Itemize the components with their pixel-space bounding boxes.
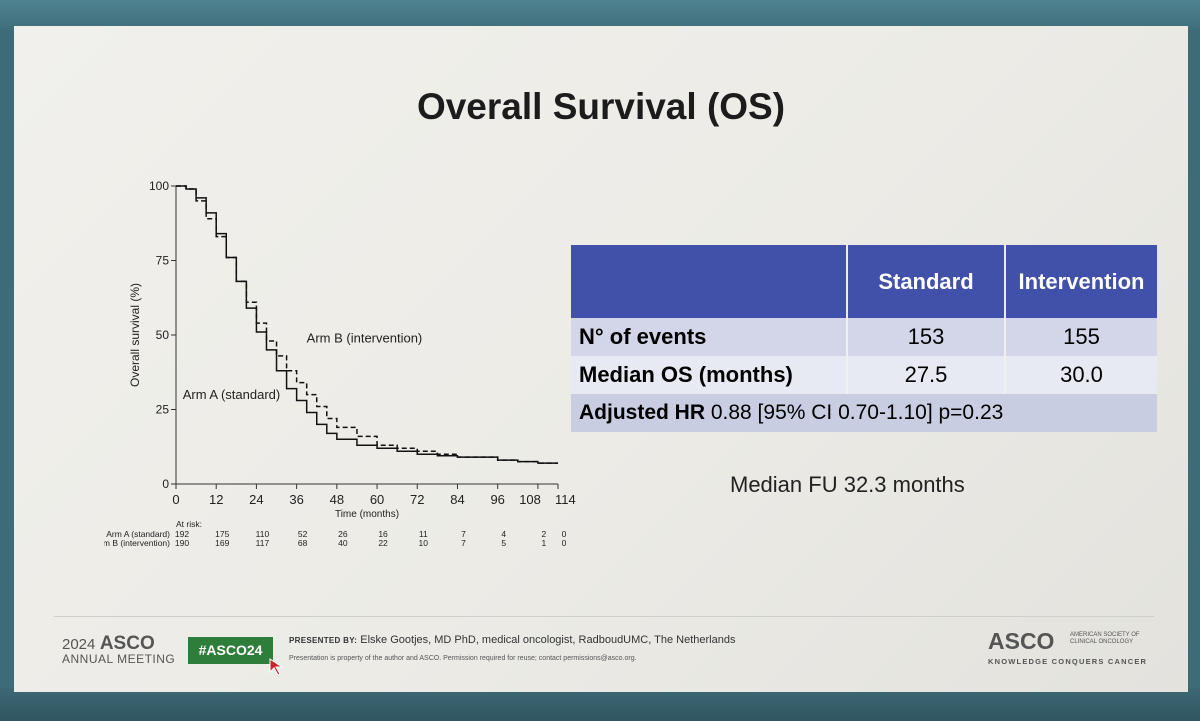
median-os-standard: 27.5 [846,356,1005,394]
at-risk-count: 0 [562,538,567,548]
table-header-row: Standard Intervention [571,245,1157,318]
km-curve-arm-a [176,185,558,464]
meeting-org: ASCO [99,633,155,654]
meeting-name: ANNUAL MEETING [62,652,176,666]
y-axis-label: Overall survival (%) [128,283,142,387]
x-tick-label: 0 [172,492,179,507]
at-risk-count: 190 [175,538,189,548]
asco-tagline: KNOWLEDGE CONQUERS CANCER [988,657,1148,666]
asco-society-logo: ASCO AMERICAN SOCIETY OF CLINICAL ONCOLO… [988,628,1147,666]
at-risk-count: 7 [461,529,466,539]
at-risk-count: 22 [378,538,388,548]
at-risk-count: 110 [256,529,270,539]
footer-divider [54,616,1154,617]
y-tick-label: 50 [156,328,170,342]
annotation-arm-a: Arm A (standard) [183,387,281,402]
median-followup: Median FU 32.3 months [730,472,965,497]
mouse-cursor-icon [269,658,284,676]
at-risk-count: 52 [298,529,308,539]
at-risk-row-label: Arm B (intervention) [104,538,170,548]
at-risk-header: At risk: [176,519,202,529]
at-risk-count: 175 [215,529,229,539]
presented-by-label: PRESENTED BY: [289,636,358,645]
at-risk-count: 0 [562,529,567,539]
at-risk-count: 1 [542,538,547,548]
events-standard: 153 [846,318,1005,356]
hr-value: 0.88 [95% CI 0.70-1.10] p=0.23 [710,401,1004,424]
monitor-bezel-bottom [0,688,1200,721]
hr-cell: Adjusted HR 0.88 [95% CI 0.70-1.10] p=0.… [571,394,1157,432]
meeting-year: 2024 [62,636,96,653]
x-tick-label: 36 [289,492,303,507]
at-risk-row-label: Arm A (standard) [106,529,170,539]
x-tick-label: 72 [410,492,424,507]
at-risk-count: 68 [298,538,308,548]
table-header-standard: Standard [847,245,1006,318]
slide-title: Overall Survival (OS) [416,86,786,127]
x-axis-label: Time (months) [335,509,399,520]
at-risk-count: 40 [338,538,348,548]
x-tick-label: 12 [209,492,223,507]
x-tick-label: 60 [370,492,384,507]
at-risk-count: 169 [215,538,229,548]
x-tick-label: 24 [249,492,263,507]
table-row-events: N° of events 153 155 [571,318,1157,356]
at-risk-count: 26 [338,529,348,539]
table-row-hr: Adjusted HR 0.88 [95% CI 0.70-1.10] p=0.… [571,394,1157,432]
at-risk-count: 4 [501,529,506,539]
row-label-median-os: Median OS (months) [571,356,847,394]
at-risk-count: 192 [175,529,189,539]
asco-logo-text: ASCO [988,628,1055,654]
os-summary-table: Standard Intervention N° of events 153 1… [571,245,1157,432]
median-os-intervention: 30.0 [1004,356,1157,394]
society-name: AMERICAN SOCIETY OF CLINICAL ONCOLOGY [1070,632,1140,645]
y-tick-label: 100 [149,179,169,193]
at-risk-count: 11 [419,529,428,539]
permission-notice: Presentation is property of the author a… [289,655,637,662]
annual-meeting-logo: 2024 ASCO ANNUAL MEETING [62,633,175,666]
x-tick-label: 96 [490,492,504,507]
y-tick-label: 75 [156,254,170,268]
x-tick-label: 84 [450,492,464,507]
hr-label: Adjusted HR [579,401,705,424]
table-header-empty [571,245,848,318]
annotation-arm-b: Arm B (intervention) [307,330,423,345]
slide: Overall Survival (OS) 0 25 50 75 100 0 12 24 36 4… [14,26,1188,692]
hashtag-badge: #ASCO24 [188,637,273,664]
x-tick-label: 108 [519,492,541,507]
presenter-name: Elske Gootjes, MD PhD, medical oncologis… [360,634,736,646]
at-risk-count: 16 [378,529,388,539]
km-curve-arm-b [176,185,558,464]
presenter-line: PRESENTED BY: Elske Gootjes, MD PhD, med… [289,634,735,646]
y-tick-label: 25 [156,403,170,417]
table-row-median-os: Median OS (months) 27.5 30.0 [571,356,1157,394]
at-risk-count: 10 [419,538,429,548]
row-label-events: N° of events [571,318,847,356]
at-risk-count: 7 [461,538,466,548]
at-risk-count: 117 [256,538,270,548]
x-tick-label: 114 [555,492,576,507]
events-intervention: 155 [1004,318,1157,356]
at-risk-count: 5 [501,538,506,548]
y-tick-label: 0 [162,477,169,491]
at-risk-count: 2 [542,529,547,539]
table-header-intervention: Intervention [1005,245,1157,318]
monitor-bezel-top [0,0,1200,30]
x-tick-label: 48 [330,492,344,507]
